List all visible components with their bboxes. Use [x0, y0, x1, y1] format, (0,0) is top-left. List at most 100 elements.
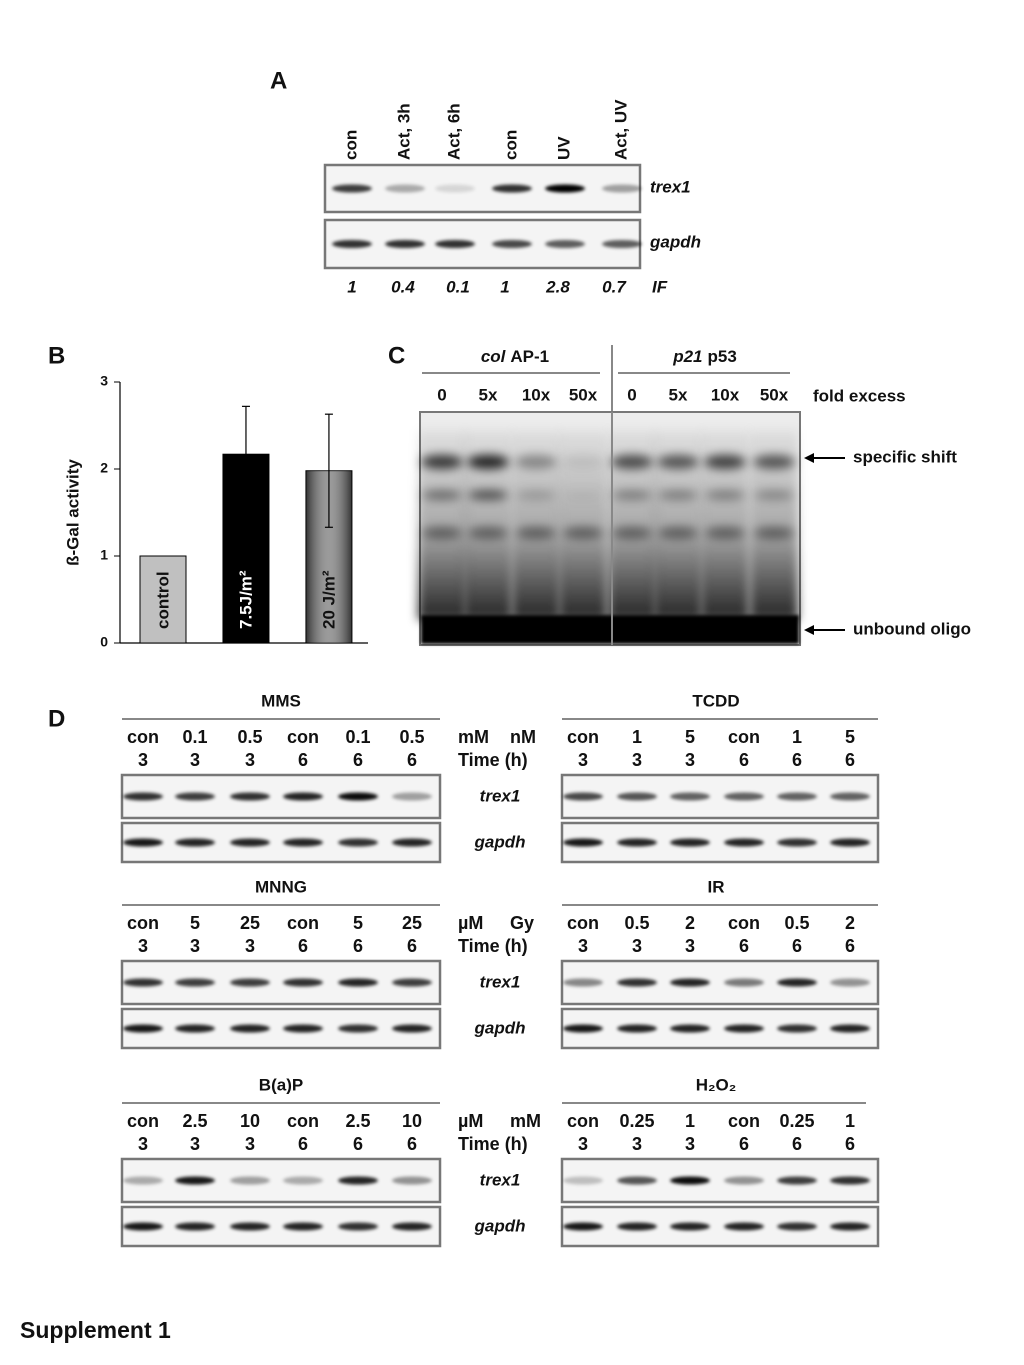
gene-label: trex1 — [480, 972, 521, 991]
time-label: 3 — [685, 1134, 695, 1154]
gel-band — [545, 184, 585, 193]
dose-label: con — [127, 913, 159, 933]
gel-band — [283, 1222, 323, 1231]
gel-band — [230, 1024, 270, 1033]
gel-band — [123, 792, 163, 801]
gel-band — [670, 1024, 710, 1033]
gel-band — [617, 838, 657, 847]
gel-band — [338, 1222, 378, 1231]
time-label: 3 — [245, 1134, 255, 1154]
gel-band — [392, 978, 432, 987]
gel-band — [421, 455, 463, 469]
time-label: 6 — [407, 936, 417, 956]
lane-label: 0 — [627, 385, 636, 404]
gel-band — [123, 1176, 163, 1185]
gel-band — [830, 1176, 870, 1185]
gene-label: trex1 — [480, 1170, 521, 1189]
gel-band — [563, 1222, 603, 1231]
gel-band — [562, 455, 604, 469]
dose-label: con — [728, 913, 760, 933]
time-label: 3 — [578, 1134, 588, 1154]
bar-label: 20 J/m² — [319, 570, 338, 629]
if-value: 2.8 — [545, 277, 570, 296]
dose-label: 5 — [685, 727, 695, 747]
gel-band — [658, 490, 698, 500]
dose-label: 1 — [845, 1111, 855, 1131]
time-label: 6 — [792, 1134, 802, 1154]
dose-label: 0.1 — [345, 727, 370, 747]
gel-band — [705, 527, 745, 539]
dose-label: 10 — [240, 1111, 260, 1131]
blot-title: MNNG — [255, 877, 307, 896]
time-label: 6 — [845, 936, 855, 956]
time-label: 3 — [138, 750, 148, 770]
gel-band — [392, 838, 432, 847]
time-label: 3 — [685, 750, 695, 770]
gel-band — [724, 1024, 764, 1033]
arrow-head — [804, 625, 814, 635]
lane-label: 5x — [479, 385, 498, 404]
gel-band — [617, 792, 657, 801]
time-label: 6 — [407, 750, 417, 770]
time-label: 3 — [245, 750, 255, 770]
dose-label: 5 — [190, 913, 200, 933]
blot-frame — [323, 218, 642, 270]
gel-band — [338, 838, 378, 847]
gel-band — [283, 1024, 323, 1033]
gel-band — [777, 1024, 817, 1033]
gel-band — [392, 1176, 432, 1185]
gel-band — [123, 838, 163, 847]
time-label: 3 — [685, 936, 695, 956]
lane-label: 50x — [760, 385, 789, 404]
gel-band — [724, 1176, 764, 1185]
time-label: 6 — [353, 1134, 363, 1154]
gel-band — [830, 792, 870, 801]
unit-label: µM — [458, 1111, 483, 1131]
gel-band — [516, 527, 556, 539]
gel-band — [724, 1222, 764, 1231]
blot-frame — [560, 959, 880, 1006]
if-value: 0.4 — [391, 277, 415, 296]
gel-band — [283, 978, 323, 987]
gel-band — [175, 978, 215, 987]
unit-label: mM — [510, 1111, 541, 1131]
lane-label: Act, 6h — [444, 103, 463, 160]
blot-title: MMS — [261, 691, 301, 710]
time-label: 6 — [845, 750, 855, 770]
gel-band — [338, 792, 378, 801]
y-tick-label: 3 — [100, 373, 108, 389]
dose-label: 5 — [845, 727, 855, 747]
group-name: p53 — [708, 347, 737, 366]
dose-label: con — [127, 1111, 159, 1131]
time-label: 6 — [353, 936, 363, 956]
time-label: 3 — [138, 936, 148, 956]
gel-band — [563, 978, 603, 987]
time-label: 6 — [792, 936, 802, 956]
gel-band — [283, 838, 323, 847]
time-label: 6 — [298, 936, 308, 956]
dose-label: 5 — [353, 913, 363, 933]
blot-title: H₂O₂ — [696, 1075, 737, 1094]
gel-band — [123, 1024, 163, 1033]
lane-label: con — [501, 130, 520, 160]
arrow-label: specific shift — [853, 447, 957, 466]
gel-band — [468, 490, 508, 500]
blot-frame — [560, 1205, 880, 1248]
gel-band — [777, 792, 817, 801]
gel-band — [435, 184, 475, 193]
blot-frame — [560, 1157, 880, 1204]
unit-label: mM — [458, 727, 489, 747]
dose-label: con — [287, 727, 319, 747]
gel-band — [670, 792, 710, 801]
gel-band — [612, 490, 652, 500]
gel-band — [338, 1024, 378, 1033]
panel-c: col AP-1 p21 p53 0 5x 10x 50x 0 5x 10x 50x fold exce… — [418, 345, 971, 646]
gel-band — [175, 792, 215, 801]
gel-band — [658, 527, 698, 539]
gel-band — [830, 978, 870, 987]
unit-label: µM — [458, 913, 483, 933]
gel-band — [563, 527, 603, 539]
y-tick-label: 0 — [100, 634, 108, 650]
gel-band — [777, 978, 817, 987]
time-label: 3 — [190, 1134, 200, 1154]
